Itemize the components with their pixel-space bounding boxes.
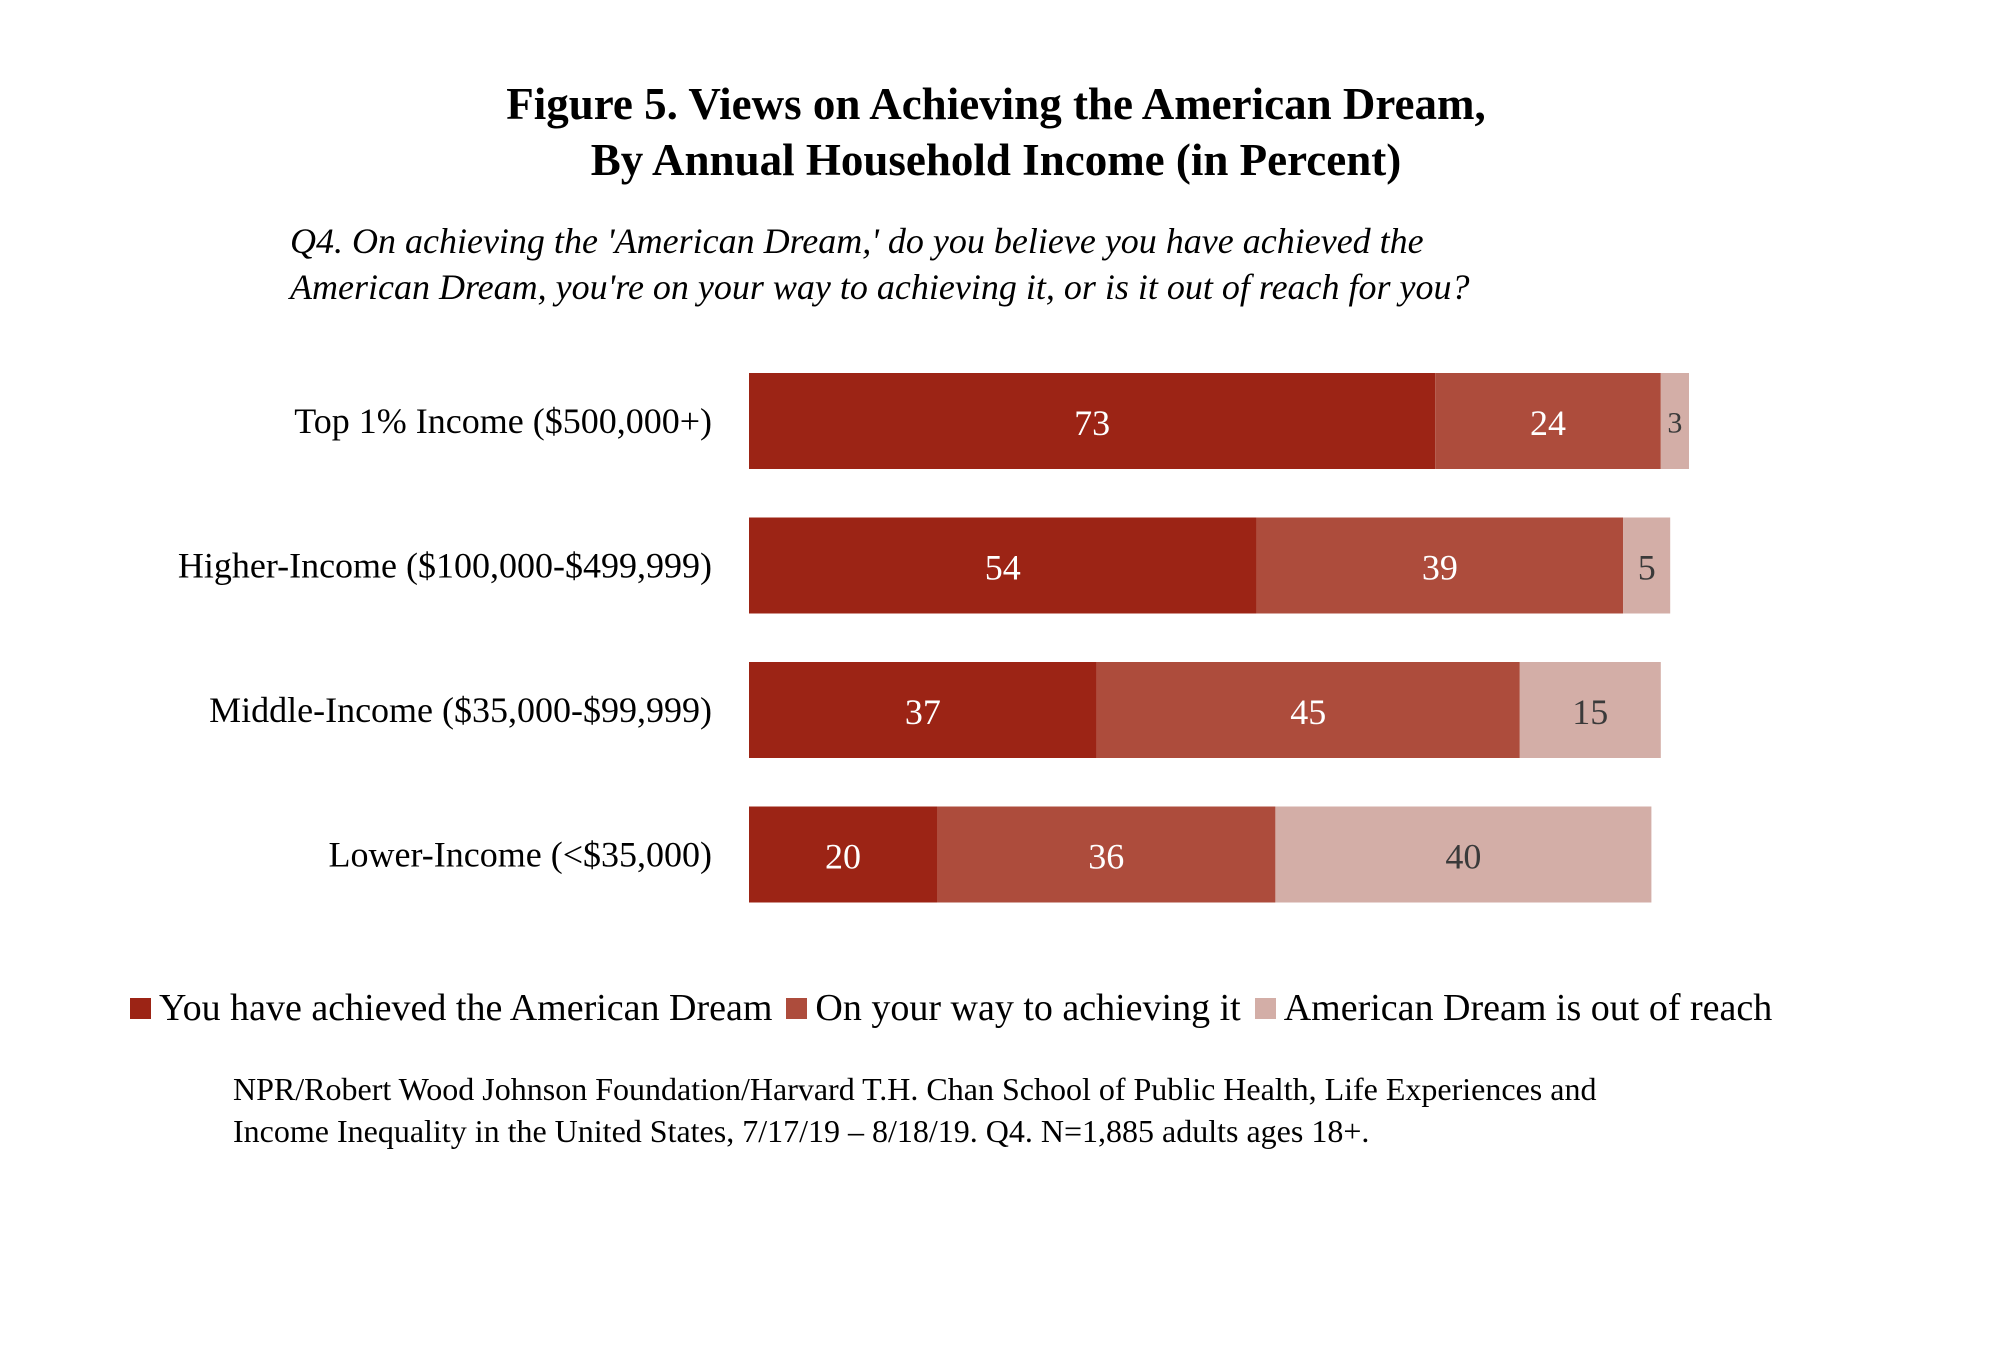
data-label-you-have-achieved-the-american-dream-row-3: 37 bbox=[905, 692, 941, 732]
legend-label-on-your-way: On your way to achieving it bbox=[815, 987, 1241, 1029]
chart-title: Figure 5. Views on Achieving the America… bbox=[0, 76, 1992, 188]
legend-item-on-your-way: On your way to achieving it bbox=[786, 985, 1241, 1031]
legend-label-achieved: You have achieved the American Dream bbox=[159, 987, 773, 1029]
chart-title-line1: Figure 5. Views on Achieving the America… bbox=[506, 79, 1486, 129]
legend-item-achieved: You have achieved the American Dream bbox=[130, 985, 772, 1031]
legend-swatch-achieved bbox=[130, 997, 151, 1019]
data-label-american-dream-is-out-of-reach-row-4: 40 bbox=[1445, 837, 1481, 877]
category-label-3: Middle-Income ($35,000-$99,999) bbox=[209, 690, 712, 730]
data-label-you-have-achieved-the-american-dream-row-1: 73 bbox=[1074, 403, 1110, 443]
bar-on-your-way-to-achieving-it-row-1 bbox=[1435, 373, 1661, 469]
survey-question: Q4. On achieving the 'American Dream,' d… bbox=[290, 218, 1790, 310]
bar-on-your-way-to-achieving-it-row-4 bbox=[937, 806, 1276, 903]
legend-swatch-on-your-way bbox=[786, 997, 808, 1019]
data-label-american-dream-is-out-of-reach-row-1: 3 bbox=[1667, 407, 1682, 440]
bar-american-dream-is-out-of-reach-row-4 bbox=[1275, 806, 1652, 903]
data-label-you-have-achieved-the-american-dream-row-4: 20 bbox=[825, 837, 861, 877]
data-label-american-dream-is-out-of-reach-row-3: 15 bbox=[1572, 692, 1608, 732]
data-label-on-your-way-to-achieving-it-row-3: 45 bbox=[1290, 692, 1326, 732]
bar-you-have-achieved-the-american-dream-row-3 bbox=[749, 662, 1097, 758]
bar-you-have-achieved-the-american-dream-row-2 bbox=[749, 517, 1257, 614]
data-label-on-your-way-to-achieving-it-row-4: 36 bbox=[1088, 837, 1124, 877]
source-note-line2: Income Inequality in the United States, … bbox=[233, 1113, 1370, 1149]
data-label-on-your-way-to-achieving-it-row-2: 39 bbox=[1422, 548, 1458, 588]
bar-american-dream-is-out-of-reach-row-3 bbox=[1519, 662, 1661, 758]
chart-title-line2: By Annual Household Income (in Percent) bbox=[590, 135, 1402, 185]
survey-question-line1: Q4. On achieving the 'American Dream,' d… bbox=[290, 221, 1424, 261]
data-label-on-your-way-to-achieving-it-row-1: 24 bbox=[1530, 403, 1566, 443]
data-label-you-have-achieved-the-american-dream-row-2: 54 bbox=[985, 548, 1021, 588]
legend-item-out-of-reach: American Dream is out of reach bbox=[1254, 985, 1773, 1031]
legend-label-out-of-reach: American Dream is out of reach bbox=[1283, 987, 1773, 1029]
survey-question-line2: American Dream, you're on your way to ac… bbox=[290, 267, 1470, 307]
category-label-1: Top 1% Income ($500,000+) bbox=[294, 401, 712, 441]
bar-american-dream-is-out-of-reach-row-1 bbox=[1660, 373, 1689, 469]
bar-on-your-way-to-achieving-it-row-3 bbox=[1096, 662, 1520, 758]
source-note: NPR/Robert Wood Johnson Foundation/Harva… bbox=[233, 1068, 1833, 1152]
category-label-4: Lower-Income (<$35,000) bbox=[329, 835, 712, 875]
bar-you-have-achieved-the-american-dream-row-4 bbox=[749, 806, 937, 903]
bar-american-dream-is-out-of-reach-row-2 bbox=[1623, 517, 1671, 614]
bar-on-your-way-to-achieving-it-row-2 bbox=[1256, 517, 1624, 614]
source-note-line1: NPR/Robert Wood Johnson Foundation/Harva… bbox=[233, 1071, 1597, 1107]
chart-legend: You have achieved the American Dream On … bbox=[130, 985, 1910, 1031]
legend-swatch-out-of-reach bbox=[1254, 997, 1276, 1019]
bar-you-have-achieved-the-american-dream-row-1 bbox=[749, 373, 1436, 469]
category-label-2: Higher-Income ($100,000-$499,999) bbox=[178, 546, 712, 586]
data-label-american-dream-is-out-of-reach-row-2: 5 bbox=[1638, 548, 1656, 588]
